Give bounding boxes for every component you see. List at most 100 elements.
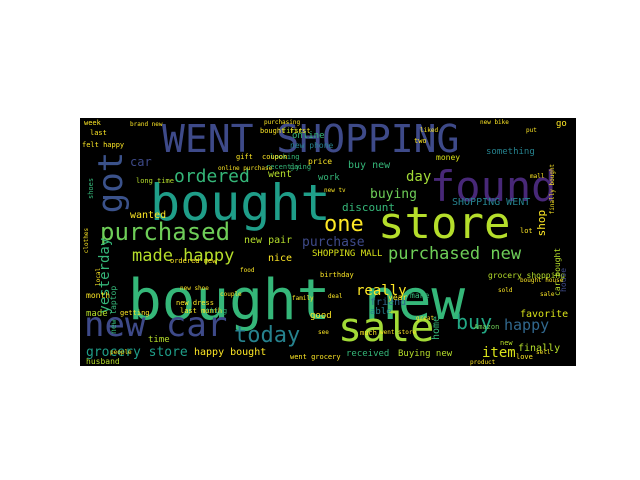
cloud-word: today [234, 323, 301, 348]
word-cloud: bought new bought WENT SHOPPING store found s… [80, 118, 576, 366]
cloud-word: mall [530, 173, 545, 180]
cloud-word: found [430, 162, 557, 211]
cloud-word: great [416, 315, 435, 322]
cloud-word: last month [180, 307, 223, 315]
cloud-word: month [86, 291, 111, 300]
cloud-word: buy [456, 310, 493, 334]
cloud-word: buying [370, 187, 417, 202]
cloud-word: new pair [244, 235, 293, 246]
cloud-word: finally bought [549, 163, 556, 215]
cloud-word: sold [498, 287, 513, 294]
cloud-word: one [324, 212, 364, 237]
cloud-word: new shoe [180, 285, 209, 292]
cloud-word: SHOPPING WENT [452, 197, 531, 208]
cloud-word: able [370, 307, 392, 317]
cloud-word: finally [518, 343, 561, 354]
cloud-word: thing [206, 307, 228, 315]
cloud-word: money [436, 153, 461, 162]
cloud-word: new car [84, 305, 228, 345]
cloud-word: something [486, 147, 535, 157]
cloud-word: new bike [480, 119, 509, 126]
cloud-word: purchased [100, 218, 231, 246]
cloud-word: bought house [520, 277, 564, 284]
cloud-word: people [110, 349, 132, 356]
cloud-word: family [292, 295, 314, 302]
cloud-word: favorite [520, 309, 569, 320]
cloud-word: shoes [87, 177, 95, 199]
cloud-word: local [95, 267, 102, 286]
cloud-word: really [356, 283, 407, 299]
cloud-word: online [292, 131, 325, 141]
cloud-word: friend [370, 297, 407, 308]
cloud-word: WENT SHOPPING [162, 118, 460, 161]
cloud-word: ordered new [170, 257, 217, 265]
cloud-word: deal [328, 293, 343, 300]
cloud-word: SHOPPING MALL [312, 249, 383, 259]
cloud-word: sale [540, 291, 555, 298]
cloud-word: two [414, 137, 427, 145]
cloud-word: car [130, 155, 152, 169]
cloud-word: recently [266, 163, 300, 171]
cloud-word: work [318, 173, 340, 183]
cloud-word: grocery store [86, 345, 188, 360]
cloud-word: sell [536, 349, 551, 356]
cloud-word: received [346, 349, 390, 359]
cloud-word: lot [520, 227, 533, 235]
cloud-word: purchase [302, 235, 365, 250]
cloud-word: going [290, 163, 312, 171]
cloud-word: long time [136, 177, 174, 185]
cloud-word: go [556, 119, 567, 129]
cloud-word: happy [504, 316, 550, 334]
cloud-word: love [516, 353, 533, 361]
cloud-word: went store [380, 329, 417, 336]
cloud-word: ordered [174, 166, 250, 187]
cloud-word: wanted [130, 210, 167, 221]
cloud-word: felt happy [82, 141, 125, 149]
cloud-word: last [90, 129, 107, 137]
cloud-word: went [268, 169, 293, 180]
cloud-word: food [240, 267, 255, 274]
cloud-word: new laptop [109, 285, 118, 334]
cloud-word: made happy [132, 246, 235, 266]
cloud-word: new dress [176, 299, 214, 307]
cloud-word: sale [338, 305, 435, 351]
cloud-word: Buying new [398, 349, 453, 359]
cloud-word: shop [535, 209, 548, 237]
cloud-word: much [360, 329, 377, 337]
cloud-word: put [526, 127, 537, 134]
cloud-word: time [148, 335, 170, 345]
cloud-word: liked [420, 127, 439, 134]
cloud-word: birthday [320, 271, 354, 279]
cloud-word: happy bought [194, 347, 267, 358]
cloud-word: couple [220, 291, 242, 298]
cloud-word: got [91, 151, 131, 214]
cloud-word: made [86, 309, 108, 319]
cloud-word: online purchase [218, 165, 273, 172]
cloud-word: store [378, 198, 511, 249]
cloud-word: week [84, 119, 101, 127]
cloud-word: new phone [290, 141, 334, 150]
cloud-word: buy new [348, 160, 391, 171]
cloud-word: brand new [130, 121, 163, 128]
cloud-word: see [318, 329, 329, 336]
cloud-word: coupon [262, 153, 288, 161]
cloud-word: husband [86, 357, 120, 366]
cloud-word: good [310, 311, 332, 321]
cloud-word: went grocery [290, 353, 341, 361]
cloud-word: bought new [128, 268, 466, 333]
cloud-word: getting [120, 309, 150, 317]
cloud-word: new tv [324, 187, 346, 194]
cloud-word: bought first [260, 127, 311, 135]
cloud-word: clothes [83, 227, 90, 254]
cloud-word: item [482, 345, 516, 361]
cloud-word: bought [150, 174, 331, 232]
cloud-word: purchasing [264, 119, 301, 126]
cloud-word: product [470, 359, 496, 366]
cloud-word: new [500, 339, 513, 347]
cloud-word: Amazon [474, 323, 500, 331]
cloud-word: looking [270, 153, 300, 161]
cloud-word: discount [342, 201, 395, 214]
cloud-word: purchased new [388, 244, 522, 264]
cloud-word: nice [268, 253, 293, 264]
cloud-word: price [308, 157, 333, 166]
